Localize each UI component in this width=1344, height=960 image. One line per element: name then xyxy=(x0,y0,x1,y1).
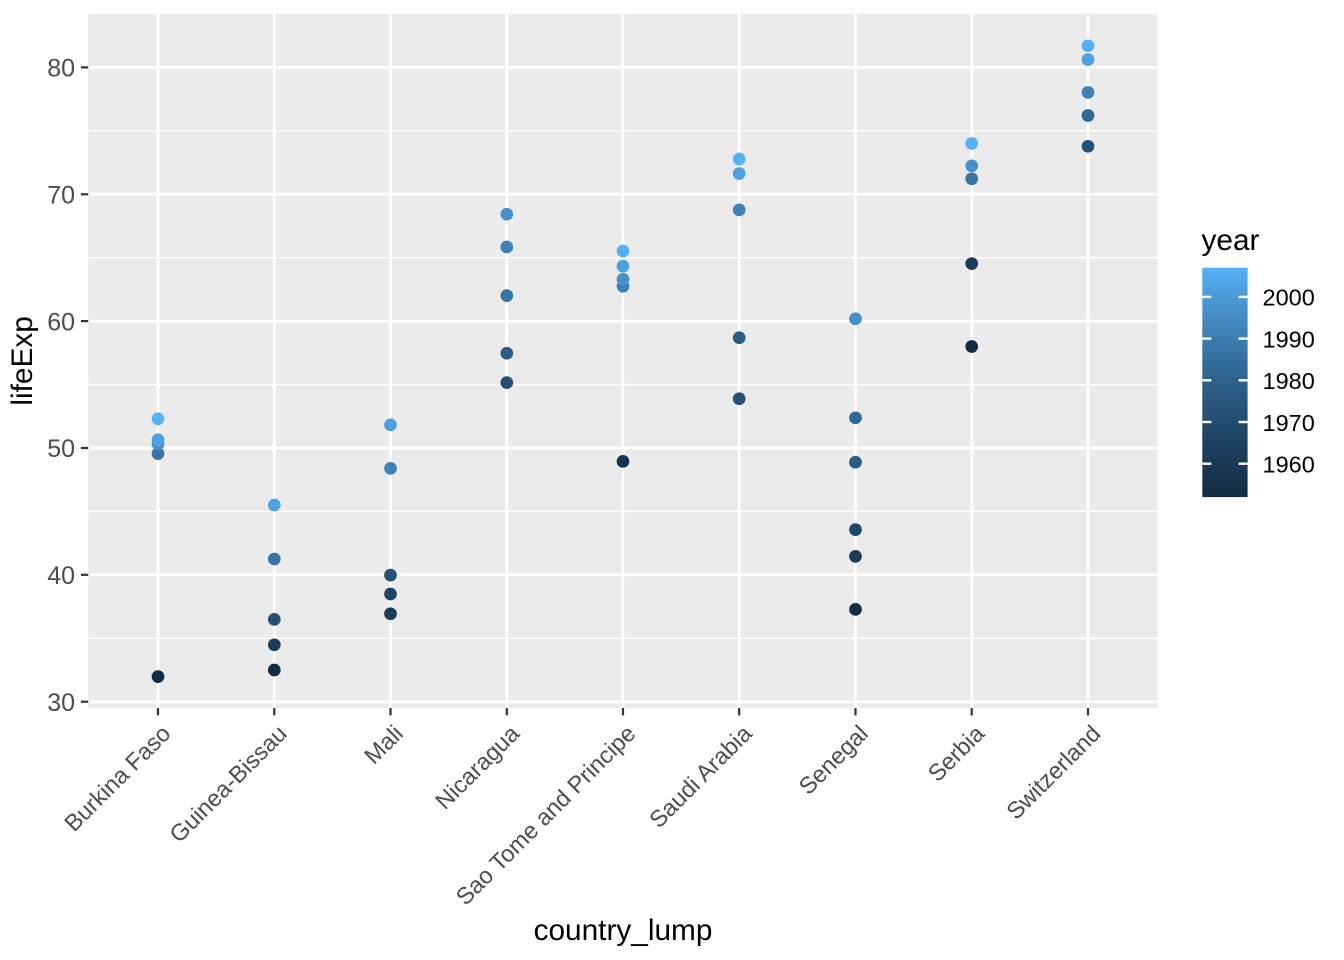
svg-text:70: 70 xyxy=(47,182,75,210)
svg-text:30: 30 xyxy=(47,689,75,717)
svg-text:60: 60 xyxy=(47,308,75,336)
svg-text:year: year xyxy=(1202,224,1260,257)
svg-text:1990: 1990 xyxy=(1263,326,1315,352)
svg-text:40: 40 xyxy=(47,562,75,590)
svg-text:country_lump: country_lump xyxy=(534,914,713,947)
svg-text:1960: 1960 xyxy=(1263,452,1315,478)
svg-text:50: 50 xyxy=(47,435,75,463)
svg-text:lifeExp: lifeExp xyxy=(6,316,39,405)
svg-text:1980: 1980 xyxy=(1263,368,1315,394)
svg-text:1970: 1970 xyxy=(1263,410,1315,436)
svg-text:2000: 2000 xyxy=(1263,285,1315,311)
svg-text:80: 80 xyxy=(47,55,75,83)
